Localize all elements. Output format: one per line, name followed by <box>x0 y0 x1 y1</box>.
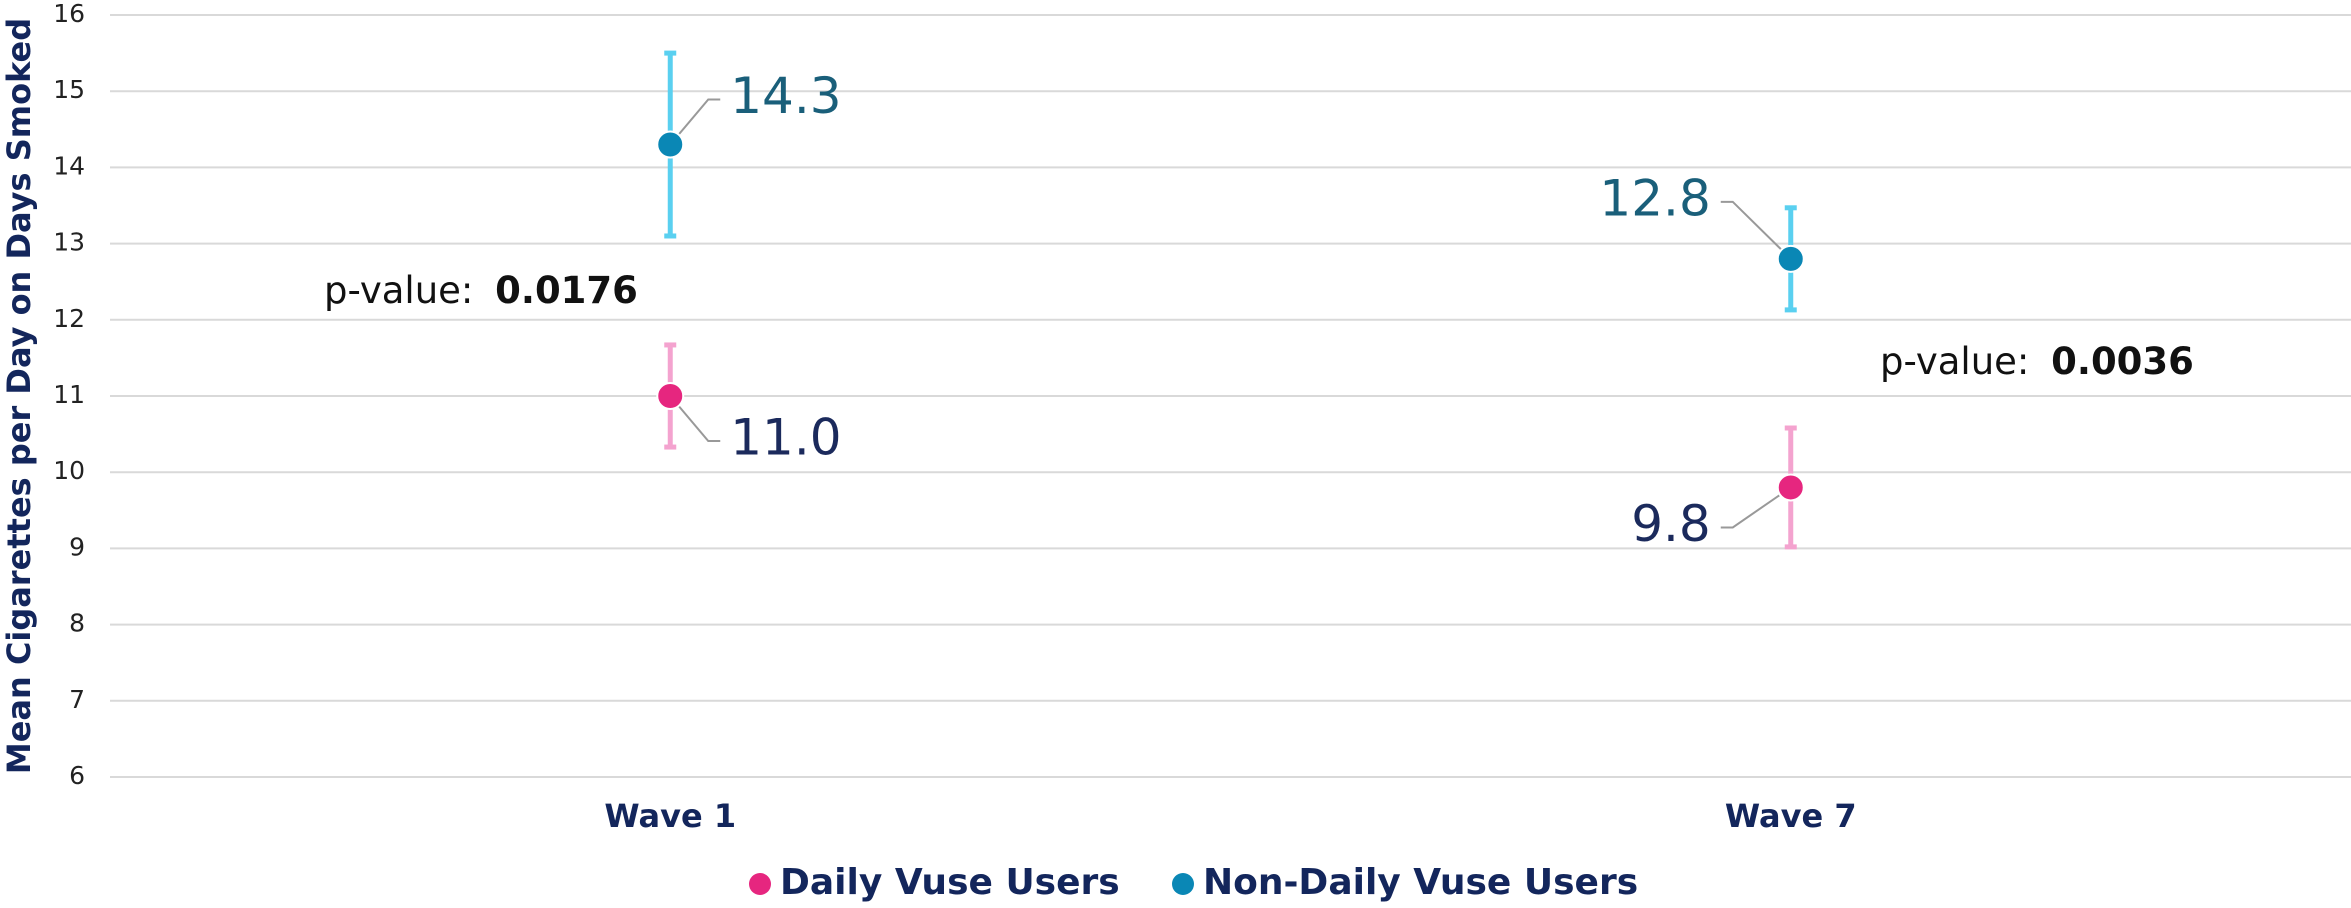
y-axis-title: Mean Cigarettes per Day on Days Smoked <box>0 18 38 774</box>
point <box>656 382 685 410</box>
value-label: 9.8 <box>1631 495 1711 553</box>
y-tick-label: 7 <box>69 685 85 714</box>
y-tick-label: 8 <box>69 609 85 638</box>
annotation-text: p-value: <box>324 269 485 312</box>
y-tick-label: 10 <box>53 456 85 485</box>
annotation: p-value: 0.0036 <box>1880 340 2194 383</box>
legend-marker <box>749 873 771 895</box>
leader-line <box>669 98 721 146</box>
x-tick-label: Wave 7 <box>1725 797 1857 835</box>
annotation: p-value: 0.0176 <box>324 269 638 312</box>
point <box>656 130 685 159</box>
y-tick-label: 12 <box>53 304 85 333</box>
y-tick-label: 16 <box>53 0 85 28</box>
y-tick-label: 9 <box>69 532 85 561</box>
x-tick-label: Wave 1 <box>604 797 736 835</box>
leader-line <box>1720 200 1792 260</box>
leader-line <box>1720 486 1792 529</box>
y-tick-label: 6 <box>69 761 85 790</box>
y-tick-label: 15 <box>53 75 85 104</box>
point <box>1776 244 1805 273</box>
value-label: 14.3 <box>730 67 841 125</box>
y-tick-label: 13 <box>53 228 85 257</box>
annotation-text: p-value: <box>1880 340 2041 383</box>
y-tick-label: 11 <box>53 380 85 409</box>
value-label: 12.8 <box>1599 169 1710 227</box>
legend-label: Daily Vuse Users <box>780 862 1120 903</box>
y-tick-label: 14 <box>53 151 85 180</box>
leader-line <box>669 395 721 442</box>
value-label: 11.0 <box>730 409 841 467</box>
point <box>1776 473 1805 502</box>
legend-marker <box>1172 873 1194 895</box>
annotation-value: 0.0036 <box>2051 340 2194 383</box>
annotation-value: 0.0176 <box>495 269 638 312</box>
legend-label: Non-Daily Vuse Users <box>1203 862 1638 903</box>
